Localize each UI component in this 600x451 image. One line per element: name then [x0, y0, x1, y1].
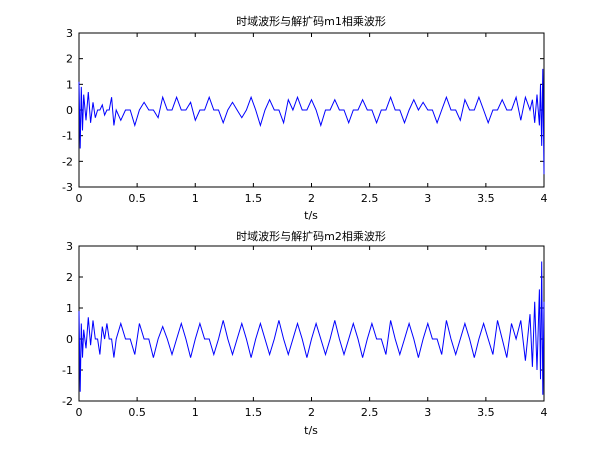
- x-tick-label: 0.5: [128, 406, 146, 419]
- x-tick-label: 3.5: [477, 192, 495, 205]
- x-tick-label: 4: [541, 406, 548, 419]
- x-tick-label: 1.5: [245, 192, 263, 205]
- x-tick-label: 3.5: [477, 406, 495, 419]
- chart-m1: 时域波形与解扩码m1相乘波形 t/s 0 0.5 1 1.5 2 2.5 3 3.5 4 -3 -2…: [62, 14, 547, 222]
- x-tick-label: 2.5: [361, 406, 379, 419]
- y-tick-label: -3: [62, 181, 73, 194]
- series-line: [78, 68, 545, 175]
- y-tick-label: -2: [62, 155, 73, 168]
- y-tick-label: -1: [62, 130, 73, 143]
- y-tick-label: 2: [66, 271, 73, 284]
- x-axis-label: t/s: [304, 424, 318, 437]
- y-tick-label: -2: [62, 395, 73, 408]
- y-tick-label: 3: [66, 240, 73, 253]
- y-tick-label: -1: [62, 364, 73, 377]
- chart-m2: 时域波形与解扩码m2相乘波形 t/s 0 0.5 1 1.5 2 2.5 3 3.5 4 -2 -1…: [62, 229, 547, 437]
- x-axis-label: t/s: [304, 209, 318, 222]
- x-tick-label: 3: [424, 192, 431, 205]
- y-tick-label: 3: [66, 27, 73, 40]
- x-tick-label: 0: [76, 406, 83, 419]
- y-tick-label: 1: [66, 302, 73, 315]
- x-tick-label: 2: [308, 406, 315, 419]
- chart-title: 时域波形与解扩码m1相乘波形: [236, 14, 386, 28]
- y-tick-label: 0: [66, 104, 73, 117]
- y-tick-label: 2: [66, 53, 73, 66]
- series-line: [78, 261, 545, 395]
- chart-title: 时域波形与解扩码m2相乘波形: [236, 229, 386, 243]
- x-tick-label: 3: [424, 406, 431, 419]
- x-tick-label: 0: [76, 192, 83, 205]
- x-tick-label: 0.5: [128, 192, 146, 205]
- plot-area: [78, 245, 545, 402]
- x-tick-label: 1: [192, 406, 199, 419]
- x-tick-label: 2: [308, 192, 315, 205]
- plot-area: [78, 32, 545, 188]
- x-tick-label: 1: [192, 192, 199, 205]
- x-tick-label: 1.5: [245, 406, 263, 419]
- y-tick-label: 1: [66, 78, 73, 91]
- x-tick-label: 2.5: [361, 192, 379, 205]
- y-tick-label: 0: [66, 333, 73, 346]
- x-tick-label: 4: [541, 192, 548, 205]
